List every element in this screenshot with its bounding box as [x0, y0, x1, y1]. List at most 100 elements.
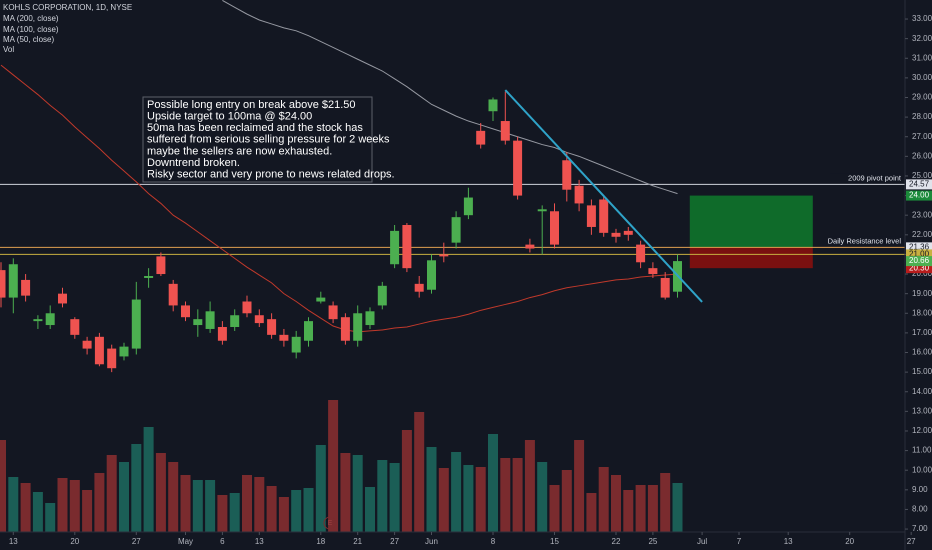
- y-tick-label: 26.00: [912, 151, 932, 160]
- x-tick-label: 13: [784, 537, 793, 546]
- x-tick-label: 25: [648, 537, 657, 546]
- candle-body: [131, 299, 141, 349]
- volume-bar: [94, 473, 105, 532]
- price-tag-label: 21.36: [909, 242, 930, 251]
- candle-body: [168, 283, 178, 306]
- volume-bar: [623, 490, 634, 532]
- price-tag-label: 24.00: [909, 191, 930, 200]
- candle-body: [414, 283, 424, 292]
- candle-body: [513, 140, 523, 196]
- candle-body: [427, 260, 436, 290]
- candle-body: [611, 232, 621, 237]
- candle-body: [562, 160, 572, 190]
- candle-body: [254, 315, 264, 324]
- y-tick-label: 22.00: [912, 230, 932, 239]
- volume-bar: [8, 477, 19, 532]
- price-tag-label: 24.57: [909, 180, 930, 189]
- x-tick-label: 27: [132, 537, 141, 546]
- x-tick-label: 20: [845, 537, 854, 546]
- x-tick-label: 22: [612, 537, 621, 546]
- volume-bar: [524, 440, 535, 532]
- volume-bar: [303, 488, 314, 532]
- candle-body: [328, 305, 338, 320]
- candle-body: [636, 244, 646, 263]
- volume-bar: [291, 490, 302, 532]
- candle-body: [648, 268, 658, 275]
- volume-bar: [598, 467, 609, 532]
- volume-bar: [451, 452, 462, 532]
- volume-bar: [660, 473, 671, 532]
- volume-bar: [401, 430, 412, 532]
- candle-body: [267, 319, 277, 335]
- y-tick-label: 16.00: [912, 348, 932, 357]
- legend-entry: MA (50, close): [3, 35, 54, 44]
- annotation-line: maybe the sellers are now exhausted.: [147, 145, 332, 157]
- y-tick-label: 18.00: [912, 308, 932, 317]
- level-label: Daily Resistance level: [828, 236, 902, 245]
- volume-bar: [192, 480, 203, 532]
- legend-entry: MA (200, close): [3, 14, 59, 23]
- x-tick-label: 6: [220, 537, 225, 546]
- volume-bar: [57, 478, 68, 532]
- candle-body: [353, 313, 363, 341]
- volume-bar: [278, 497, 289, 532]
- candle-body: [463, 197, 473, 216]
- profit-zone: [689, 195, 813, 248]
- volume-bar: [0, 440, 6, 532]
- y-tick-label: 7.00: [912, 524, 928, 533]
- volume-bar: [340, 453, 351, 532]
- x-tick-label: 27: [390, 537, 399, 546]
- volume-bar: [377, 460, 388, 532]
- volume-bar: [20, 483, 31, 532]
- y-tick-label: 29.00: [912, 93, 932, 102]
- candle-body: [144, 276, 154, 278]
- x-tick-label: 21: [353, 537, 362, 546]
- candle-body: [402, 225, 412, 269]
- volume-bar: [119, 462, 129, 532]
- volume-bar: [266, 486, 277, 532]
- x-tick-label: 18: [316, 537, 325, 546]
- volume-bar: [155, 453, 166, 532]
- loss-zone: [689, 247, 813, 269]
- volume-bar: [635, 485, 646, 532]
- annotation-line: Risky sector and very prone to news rela…: [147, 169, 395, 181]
- candle-body: [599, 199, 609, 233]
- volume-bar: [229, 493, 240, 532]
- legend-entry: Vol: [3, 45, 14, 54]
- candle-body: [340, 317, 350, 341]
- volume-bar: [315, 445, 326, 532]
- price-tag-label: 20.30: [909, 263, 930, 272]
- chart-title: KOHLS CORPORATION, 1D, NYSE: [3, 3, 132, 12]
- candle-body: [500, 121, 510, 141]
- candle-body: [21, 279, 31, 296]
- candle-body: [476, 130, 486, 145]
- volume-bar: [168, 462, 179, 532]
- level-label: 2009 pivot point: [848, 173, 902, 182]
- y-tick-label: 11.00: [912, 446, 932, 455]
- y-tick-label: 14.00: [912, 387, 932, 396]
- annotation-line: 50ma has been reclaimed and the stock ha…: [147, 122, 363, 134]
- volume-bar: [352, 455, 363, 532]
- candle-body: [94, 336, 104, 365]
- earnings-icon: [323, 516, 337, 530]
- candle-body: [623, 230, 633, 235]
- candle-body: [242, 301, 252, 314]
- volume-bar: [586, 493, 597, 532]
- candle-body: [451, 217, 461, 243]
- volume-bar: [414, 412, 425, 532]
- price-tag: [906, 190, 932, 201]
- legend-entry: MA (100, close): [3, 25, 59, 34]
- y-tick-label: 15.00: [912, 367, 932, 376]
- x-tick-label: Jul: [697, 537, 707, 546]
- candle-body: [58, 293, 67, 304]
- plot-area: E 2009 pivot point Daily Resistance level: [0, 0, 905, 532]
- level-label-bg: [830, 236, 902, 247]
- axes: 7.00 8.00 9.00 10.00 11.00 12.00 13.00 14.00 15.…: [9, 14, 932, 546]
- annotation-line: Possible long entry on break above $21.5…: [147, 99, 356, 111]
- volume-bar: [106, 455, 117, 532]
- x-tick-label: 8: [491, 537, 496, 546]
- y-tick-label: 31.00: [912, 53, 932, 62]
- price-tag: [906, 179, 932, 190]
- volume-bar: [647, 485, 658, 532]
